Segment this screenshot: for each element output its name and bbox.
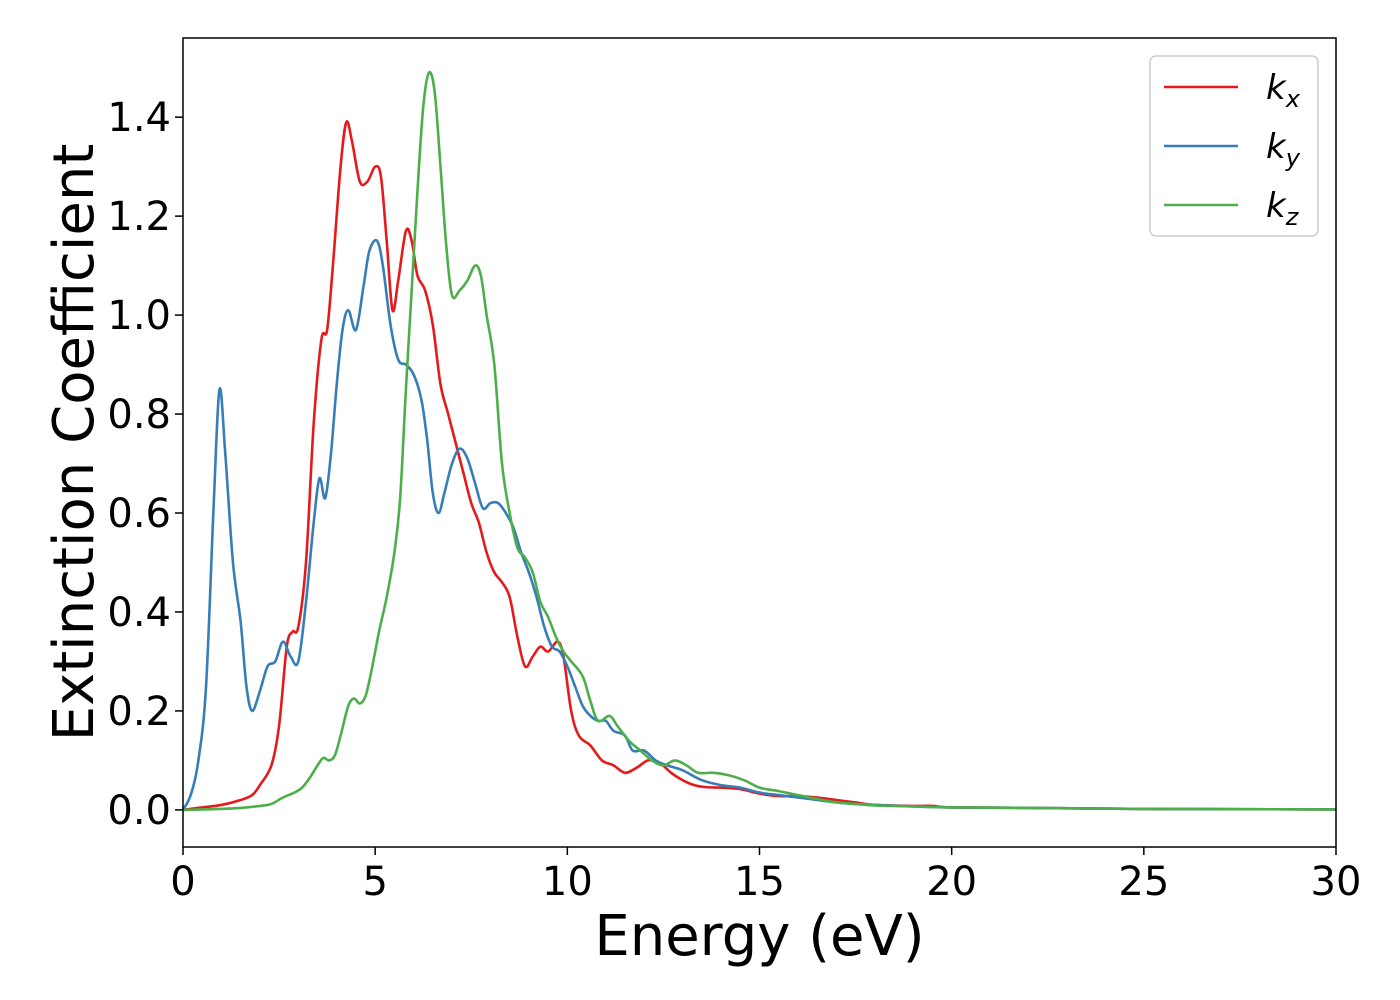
x-tick-label: 30 [1311, 859, 1362, 905]
y-axis-title: Extinction Coefficient [42, 144, 107, 742]
legend: kx ky kz [1149, 55, 1319, 237]
x-tick-label: 25 [1118, 859, 1169, 905]
series-line-kz [182, 70, 1337, 812]
y-tick-label: 1.4 [107, 95, 171, 141]
y-axis: 0.0 0.2 0.4 0.6 0.8 1.0 1.2 1.4 [107, 95, 183, 834]
legend-label: kz [1266, 186, 1300, 231]
y-tick-label: 1.2 [107, 194, 171, 240]
legend-item-kx: kx [1164, 68, 1301, 113]
y-tick-label: 0.4 [107, 590, 171, 636]
x-axis: 0 5 10 15 20 25 30 [170, 847, 1361, 905]
y-tick-label: 1.0 [107, 293, 171, 339]
x-tick-label: 0 [170, 859, 195, 905]
x-tick-label: 20 [926, 859, 977, 905]
y-tick-label: 0.2 [107, 689, 171, 735]
y-tick-label: 0.0 [107, 788, 171, 834]
x-tick-label: 5 [362, 859, 387, 905]
legend-item-ky: ky [1164, 127, 1301, 172]
series-layer [181, 70, 1337, 812]
x-tick-label: 10 [542, 859, 593, 905]
x-tick-label: 15 [734, 859, 785, 905]
x-axis-title: Energy (eV) [594, 904, 924, 969]
y-tick-label: 0.8 [107, 392, 171, 438]
y-tick-label: 0.6 [107, 491, 171, 537]
legend-label: kx [1266, 68, 1301, 113]
legend-label: ky [1266, 127, 1301, 172]
legend-item-kz: kz [1164, 186, 1300, 231]
series-line-ky [181, 238, 1337, 811]
